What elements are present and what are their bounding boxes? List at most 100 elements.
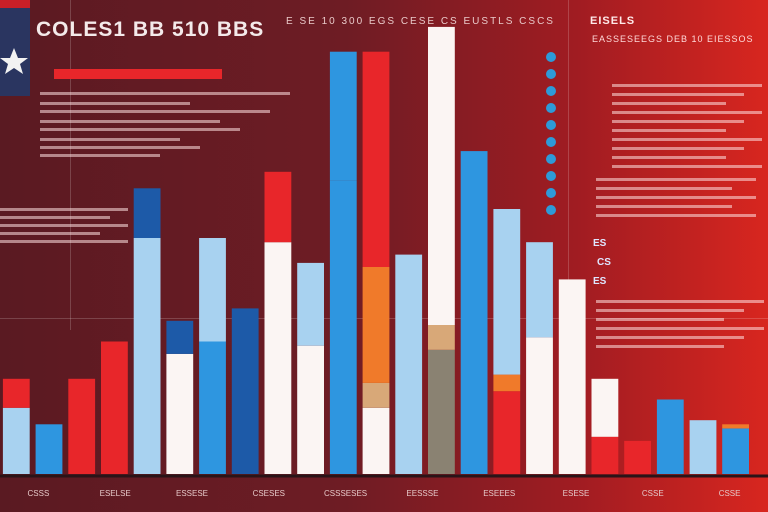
x-tick-label: ESSESE <box>176 489 208 498</box>
mini-label-1: ES <box>593 238 607 249</box>
text-line <box>596 196 756 199</box>
text-line <box>612 120 744 123</box>
text-line <box>596 309 744 312</box>
x-tick-label: ESELSE <box>100 489 131 498</box>
text-line <box>596 300 764 303</box>
status-dot-icon <box>546 69 556 79</box>
bar-11-segment-2 <box>362 267 390 383</box>
text-line <box>40 138 180 141</box>
bar-0-segment-1 <box>2 378 30 408</box>
x-tick-label: EESSSE <box>406 489 438 498</box>
bar-5-segment-1 <box>166 320 194 354</box>
status-dot-icon <box>546 205 556 215</box>
text-line <box>612 156 726 159</box>
text-line <box>40 102 190 105</box>
text-line <box>40 128 240 131</box>
text-line <box>596 318 724 321</box>
bar-17-segment-0 <box>558 279 586 474</box>
x-tick-label: CSESES <box>253 489 285 498</box>
bar-20-segment-0 <box>656 399 684 474</box>
status-dot-icon <box>546 120 556 130</box>
bar-4-segment-0 <box>133 238 161 474</box>
bar-15-segment-2 <box>493 209 521 375</box>
bar-9-segment-0 <box>297 345 324 474</box>
bar-12-segment-0 <box>395 254 423 474</box>
bar-21-segment-0 <box>689 420 717 474</box>
text-line <box>0 240 128 243</box>
bar-15-segment-1 <box>493 374 521 392</box>
status-dot-icon <box>546 171 556 181</box>
bar-3-segment-0 <box>101 341 128 474</box>
bar-6-segment-0 <box>199 341 226 474</box>
text-line <box>596 327 764 330</box>
bar-11-segment-0 <box>362 407 390 474</box>
text-line <box>612 165 762 168</box>
mini-label-2: CS <box>597 257 611 268</box>
bar-4-segment-1 <box>133 188 161 238</box>
status-dot-icon <box>546 188 556 198</box>
bar-13-segment-0 <box>428 349 455 474</box>
status-dot-icon <box>546 137 556 147</box>
text-line <box>612 138 762 141</box>
bar-22-segment-0 <box>722 428 749 474</box>
text-line <box>596 178 756 181</box>
status-dot-icon <box>546 52 556 62</box>
star-icon <box>0 0 30 74</box>
bar-1-segment-0 <box>35 424 63 474</box>
x-tick-label: ESESE <box>563 489 590 498</box>
text-line <box>0 224 128 227</box>
x-tick-label: CSSE <box>642 489 664 498</box>
x-tick-label: ESEEES <box>483 489 515 498</box>
text-line <box>40 146 200 149</box>
bar-5-segment-0 <box>166 353 194 474</box>
text-line <box>596 214 756 217</box>
status-dot-icon <box>546 103 556 113</box>
status-dot-icon <box>546 154 556 164</box>
bar-7-segment-0 <box>231 308 259 474</box>
flag-icon <box>0 0 30 96</box>
text-line <box>40 120 220 123</box>
bar-8-segment-1 <box>264 171 292 243</box>
bar-6-segment-1 <box>199 238 226 342</box>
bar-19-segment-0 <box>624 440 651 474</box>
bar-10-segment-1 <box>329 51 357 181</box>
bar-18-segment-0 <box>591 436 619 474</box>
text-line <box>612 147 744 150</box>
bar-16-segment-1 <box>526 242 553 338</box>
gridline <box>70 0 71 330</box>
x-tick-label: CSSE <box>719 489 741 498</box>
bar-2-segment-0 <box>68 378 96 474</box>
bar-11-segment-1 <box>362 382 390 408</box>
bar-10-segment-0 <box>329 180 357 474</box>
bar-13-segment-1 <box>428 325 455 350</box>
bar-16-segment-0 <box>526 337 553 474</box>
text-line <box>40 154 160 157</box>
chart-title: COLES1 BB 510 BBS <box>36 18 265 41</box>
gridline <box>568 0 569 320</box>
status-dot-icon <box>546 86 556 96</box>
bar-18-segment-1 <box>591 378 619 437</box>
text-line <box>612 111 762 114</box>
text-line <box>0 216 110 219</box>
text-line <box>596 205 732 208</box>
bar-9-segment-1 <box>297 262 324 346</box>
text-line <box>612 129 726 132</box>
text-line <box>596 345 724 348</box>
text-line <box>40 92 290 95</box>
text-line <box>612 84 762 87</box>
bar-14-segment-0 <box>460 151 488 474</box>
bar-11-segment-3 <box>362 51 390 268</box>
text-line <box>40 110 270 113</box>
text-line <box>612 102 726 105</box>
text-line <box>0 232 100 235</box>
side-panel-subtitle: EASSESEEGS DEB 10 EIESSOS <box>592 34 754 44</box>
x-tick-label: CSSSESES <box>324 489 367 498</box>
text-line <box>596 187 732 190</box>
header-accent-bar <box>54 69 222 79</box>
text-line <box>596 336 744 339</box>
header-strip: E SE 10 300 EGS CESE CS EUSTLS CSCS <box>286 16 555 27</box>
x-tick-label: CSSS <box>28 489 50 498</box>
text-line <box>0 208 128 211</box>
bar-13-segment-2 <box>428 26 455 326</box>
